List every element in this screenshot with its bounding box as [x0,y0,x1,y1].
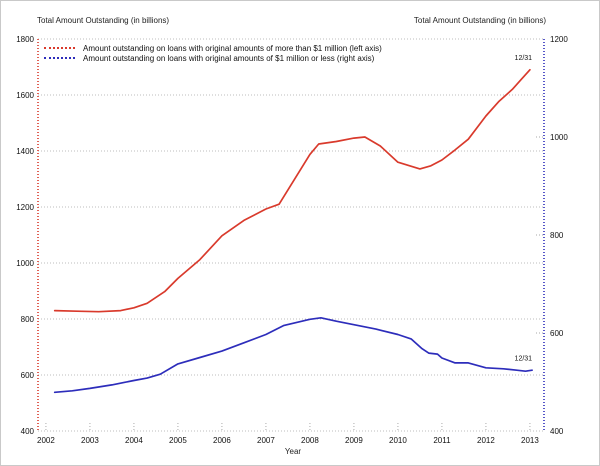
date-annotation: 12/31 [515,355,533,362]
right-axis-tick-label: 600 [550,329,564,338]
x-axis-tick-label: 2006 [213,436,231,445]
left-axis-tick-label: 1600 [16,91,34,100]
left-axis-tick-label: 600 [21,371,35,380]
x-axis-tick-label: 2005 [169,436,187,445]
left-axis-tick-label: 400 [21,427,35,436]
x-axis-tick-label: 2008 [301,436,319,445]
x-axis-tick-label: 2010 [389,436,407,445]
chart-legend: Amount outstanding on loans with origina… [44,43,382,63]
right-axis-tick-label: 1200 [550,35,568,44]
left-axis-title: Total Amount Outstanding (in billions) [37,16,170,25]
data-line-small-loans [53,316,533,394]
x-axis-tick-label: 2004 [125,436,143,445]
left-axis-tick-label: 1000 [16,259,34,268]
right-axis-tick-label: 800 [550,231,564,240]
left-axis-tick-label: 800 [21,315,35,324]
left-axis-tick-label: 1200 [16,203,34,212]
date-annotation: 12/31 [515,55,533,62]
right-axis-tick-label: 1000 [550,133,568,142]
x-axis-tick-label: 2002 [37,436,55,445]
x-axis-tick-label: 2007 [257,436,275,445]
blue-line-swatch-icon [44,57,75,59]
legend-label-small-loans: Amount outstanding on loans with origina… [83,53,375,63]
x-axis-tick-label: 2009 [345,436,363,445]
right-axis-tick-label: 400 [550,427,564,436]
x-axis-label: Year [284,447,302,456]
red-line-swatch-icon [44,47,75,49]
x-axis-tick-label: 2003 [81,436,99,445]
right-axis-title: Total Amount Outstanding (in billions) [413,16,546,25]
legend-label-large-loans: Amount outstanding on loans with origina… [83,43,382,53]
data-line-large-loans [53,68,531,313]
x-axis-tick-label: 2012 [477,436,495,445]
left-axis-tick-label: 1400 [16,147,34,156]
x-axis-tick-label: 2013 [521,436,539,445]
legend-row-small-loans: Amount outstanding on loans with origina… [44,53,382,63]
x-axis-tick-label: 2011 [433,436,451,445]
legend-row-large-loans: Amount outstanding on loans with origina… [44,43,382,53]
left-axis-tick-label: 1800 [16,35,34,44]
